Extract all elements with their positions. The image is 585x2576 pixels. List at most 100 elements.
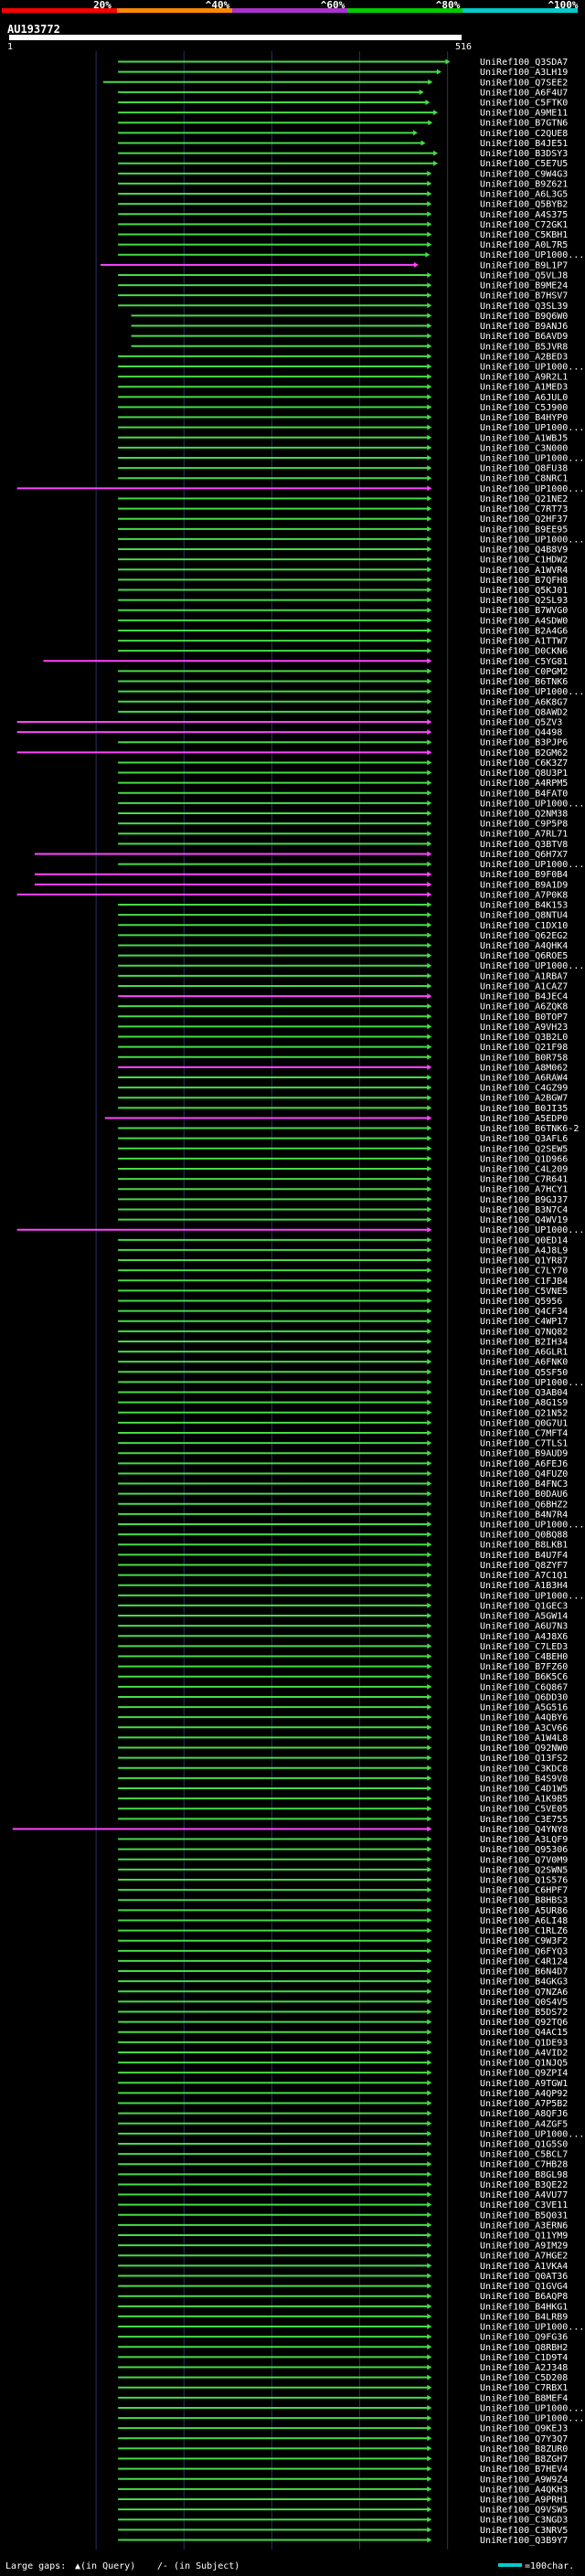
hit-arrow (427, 1206, 432, 1213)
hit-label: UniRef100_A4J8X6 (480, 1632, 568, 1642)
hit-label: UniRef100_UP1000... (480, 454, 584, 464)
hit-label: UniRef100_Q21F98 (480, 1043, 568, 1053)
hit-label: UniRef100_Q9FG36 (480, 2333, 568, 2343)
hit-label: UniRef100_A8G1S9 (480, 1398, 568, 1408)
hit-label: UniRef100_Q8AWD2 (480, 707, 568, 717)
hit-arrow (427, 2242, 432, 2249)
hit-arrow (427, 2486, 432, 2492)
hit-arrow (427, 1957, 432, 1964)
hit-arrow (427, 2455, 432, 2462)
hit-label: UniRef100_Q2NM38 (480, 810, 568, 820)
hit-label: UniRef100_B0R758 (480, 1053, 568, 1063)
hit-label: UniRef100_B4JE51 (480, 139, 568, 149)
hit-label: UniRef100_A6JUL0 (480, 393, 568, 403)
hit-label: UniRef100_Q1GEC3 (480, 1601, 568, 1611)
hit-arrow (445, 58, 451, 65)
hit-arrow (427, 2384, 432, 2390)
hit-arrow (412, 130, 418, 136)
hit-arrow (427, 1246, 432, 1253)
hit-label: UniRef100_UP1000... (480, 2403, 584, 2413)
hit-arrow (427, 972, 432, 979)
hit-arrow (427, 1034, 432, 1040)
hit-arrow (427, 353, 432, 359)
query-ruler: 1 516 (7, 35, 472, 52)
hit-label: UniRef100_A7RL71 (480, 830, 568, 840)
hit-arrow (427, 1085, 432, 1091)
hit-label: UniRef100_A4ZGF5 (480, 2119, 568, 2129)
hit-arrow (427, 2283, 432, 2289)
hit-label: UniRef100_B4GKG3 (480, 1977, 568, 1988)
hit-label: UniRef100_B3QE22 (480, 2180, 568, 2190)
hit-label: UniRef100_Q0BQ88 (480, 1531, 568, 1541)
hit-label: UniRef100_Q3BTV8 (480, 840, 568, 850)
hit-arrow (427, 1460, 432, 1467)
hit-arrow (427, 1105, 432, 1111)
hit-arrow (427, 1978, 432, 1985)
hit-label: UniRef100_A1RBA7 (480, 971, 568, 981)
hit-label: UniRef100_A5G516 (480, 1703, 568, 1713)
hit-arrow (427, 221, 432, 228)
hit-label: UniRef100_Q4WV19 (480, 1215, 568, 1225)
hit-label: UniRef100_B0JI35 (480, 1104, 568, 1114)
hit-label: UniRef100_A6LI48 (480, 1916, 568, 1926)
hit-arrow (427, 678, 432, 684)
hit-label: UniRef100_Q21N52 (480, 1408, 568, 1418)
hit-label: UniRef100_UP1000... (480, 687, 584, 697)
hit-label: UniRef100_A6FNK0 (480, 1358, 568, 1368)
hit-arrow (427, 282, 432, 289)
hit-label: UniRef100_A4VU77 (480, 2190, 568, 2200)
hit-label: UniRef100_Q8RBH2 (480, 2343, 568, 2353)
hit-label: UniRef100_B7WVG0 (480, 606, 568, 616)
hit-arrow (427, 2445, 432, 2452)
hit-label: UniRef100_C4BEH0 (480, 1652, 568, 1662)
hit-label: UniRef100_B9Q6W0 (480, 312, 568, 322)
hit-label: UniRef100_C1D9T4 (480, 2353, 568, 2363)
hit-label: UniRef100_A7C1Q1 (480, 1571, 568, 1581)
hit-label: UniRef100_UP1000... (480, 2129, 584, 2139)
hit-label: UniRef100_C4WP17 (480, 1317, 568, 1327)
hit-label: UniRef100_Q3B2L0 (480, 1033, 568, 1043)
hit-arrow (427, 1683, 432, 1690)
hit-arrow (427, 495, 432, 502)
hit-label: UniRef100_B5JVR8 (480, 342, 568, 352)
hit-arrow (427, 1298, 432, 1304)
hit-label: UniRef100_B8LKB1 (480, 1541, 568, 1551)
hit-arrow (427, 2130, 432, 2136)
hit-label: UniRef100_B5DS72 (480, 2008, 568, 2018)
hit-label: UniRef100_Q0S4V5 (480, 1998, 568, 2008)
hit-label: UniRef100_C5YG81 (480, 657, 568, 667)
hit-label: UniRef100_B7FZ60 (480, 1662, 568, 1672)
hit-label: UniRef100_Q6DD30 (480, 1692, 568, 1702)
hit-label: UniRef100_B6TNK6-2 (480, 1124, 579, 1134)
hit-arrow (427, 201, 432, 207)
hit-arrow (427, 638, 432, 644)
hit-label: UniRef100_Q7NZA6 (480, 1988, 568, 1998)
hit-label: UniRef100_A9TGW1 (480, 2079, 568, 2089)
hit-label: UniRef100_B8ZGH7 (480, 2454, 568, 2465)
hit-arrow (427, 1450, 432, 1457)
hit-arrow (427, 2019, 432, 2025)
hit-arrow (427, 2070, 432, 2076)
hit-arrow (427, 211, 432, 217)
hit-arrow (427, 1267, 432, 1274)
scale-segment (347, 8, 463, 13)
hit-label: UniRef100_UP1000... (480, 2323, 584, 2333)
legend-query-mark: ▲(in Query) (75, 2561, 135, 2571)
hit-label: UniRef100_B4S9V8 (480, 1774, 568, 1784)
hit-label: UniRef100_Q5SF50 (480, 1368, 568, 1378)
hit-arrow (427, 1166, 432, 1172)
hit-arrow (427, 485, 432, 492)
hit-arrow (427, 1866, 432, 1872)
hit-label: UniRef100_Q4AC15 (480, 2028, 568, 2038)
hit-arrow (427, 374, 432, 380)
hit-label: UniRef100_B4N7R4 (480, 1510, 568, 1520)
hit-label: UniRef100_A4J8L9 (480, 1246, 568, 1256)
hit-label: UniRef100_A1MED3 (480, 383, 568, 393)
hit-arrow (427, 2140, 432, 2147)
hit-arrow (427, 1409, 432, 1415)
hit-arrow (427, 1765, 432, 1771)
hit-label: UniRef100_A1B3H4 (480, 1581, 568, 1591)
hit-arrow (427, 1257, 432, 1264)
hit-label: UniRef100_B6AVD9 (480, 332, 568, 342)
hit-arrow (427, 1572, 432, 1578)
